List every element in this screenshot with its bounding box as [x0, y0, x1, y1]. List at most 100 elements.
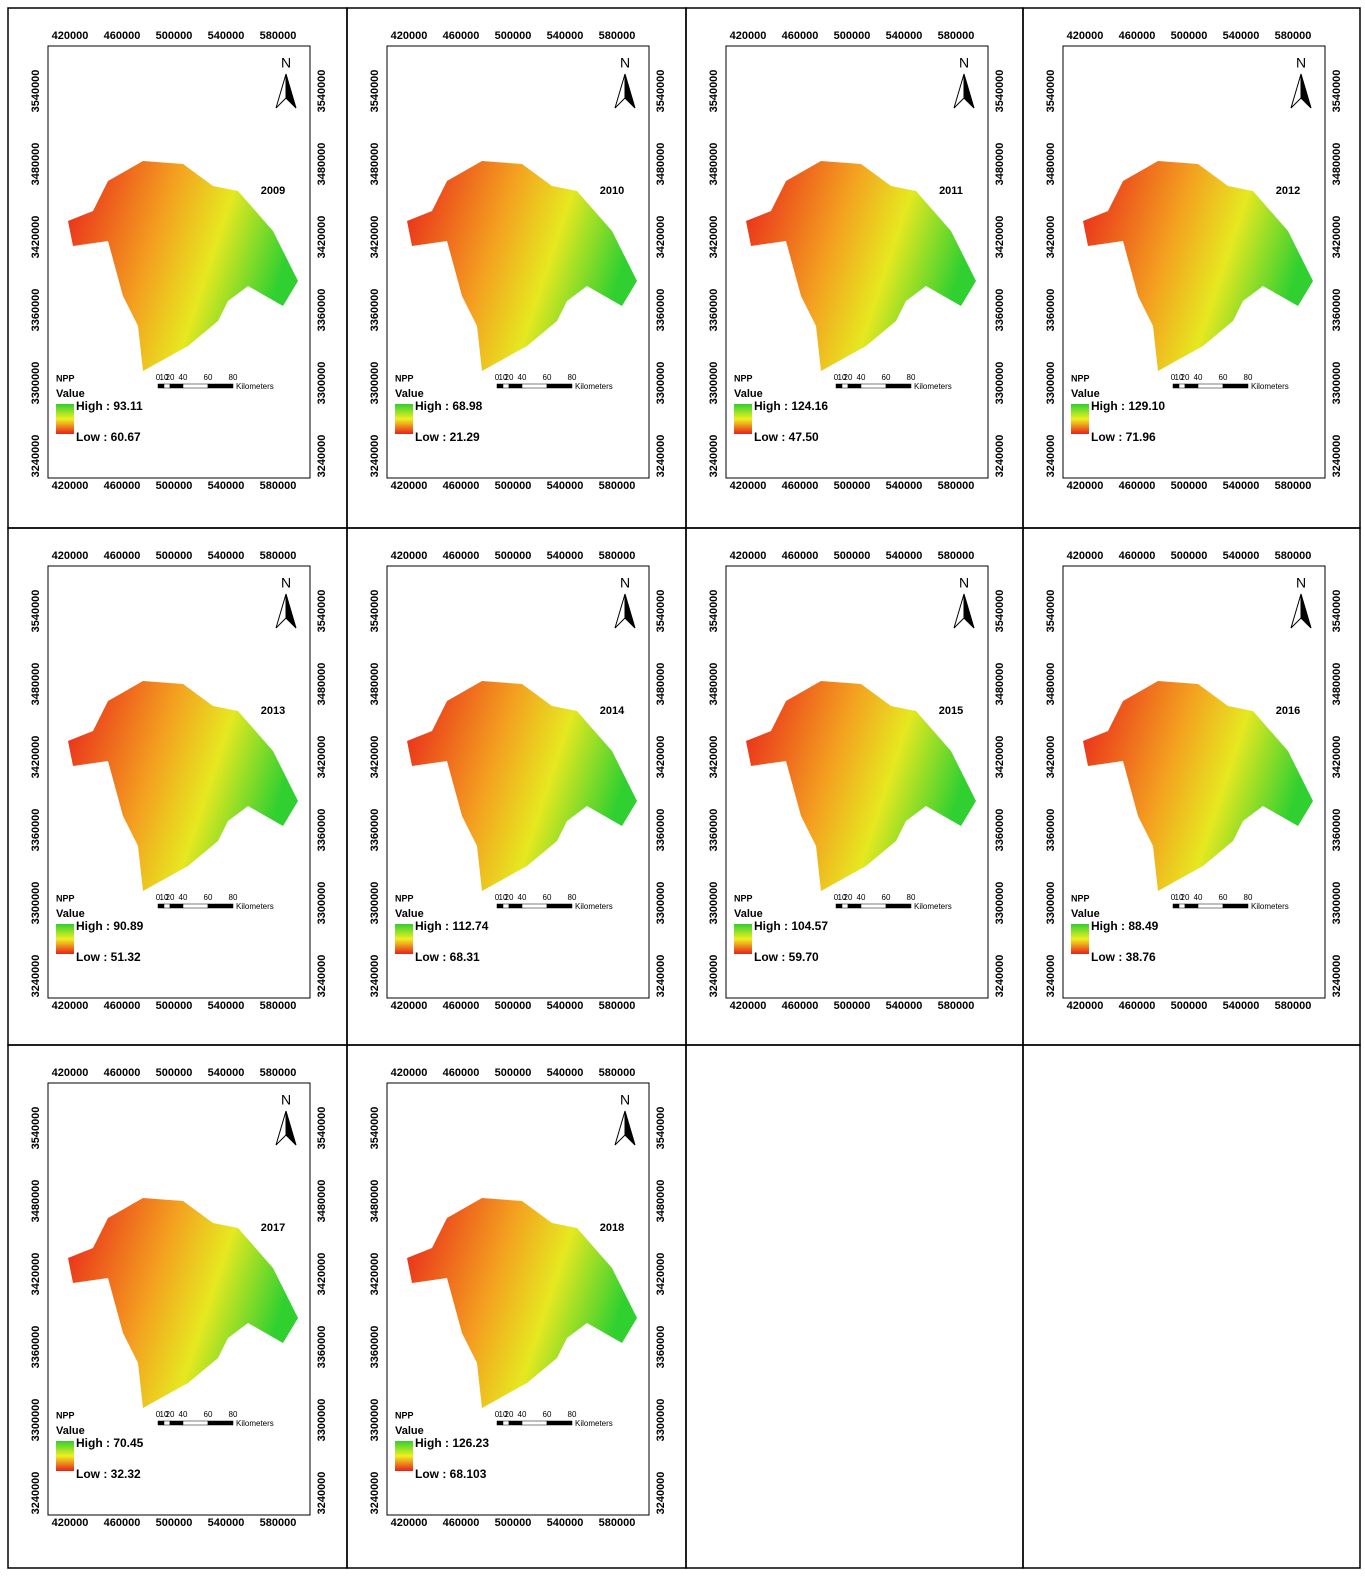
x-coord-label: 420000 — [1067, 1000, 1104, 1012]
y-coord-label: 3420000 — [30, 736, 42, 779]
scale-label: 10 — [499, 1410, 508, 1419]
scale-segment — [1197, 903, 1224, 909]
scale-label: 0 — [495, 373, 500, 382]
y-coord-label: 3300000 — [30, 1399, 42, 1442]
scale-label: 60 — [543, 893, 552, 902]
scale-label: 80 — [229, 893, 238, 902]
scale-segment — [496, 383, 504, 389]
north-arrow — [963, 593, 975, 629]
y-coord-label: 3240000 — [30, 955, 42, 998]
legend-high: High : 68.98 — [415, 399, 483, 413]
scale-segment — [207, 1420, 234, 1426]
legend-subtitle: Value — [395, 908, 424, 920]
scale-label: 60 — [204, 893, 213, 902]
scale-unit: Kilometers — [1251, 382, 1289, 391]
scale-unit: Kilometers — [575, 382, 613, 391]
x-coord-label: 540000 — [208, 550, 245, 562]
x-coord-label: 540000 — [886, 480, 923, 492]
x-coord-label: 540000 — [208, 30, 245, 42]
x-coord-label: 460000 — [443, 1000, 480, 1012]
y-coord-label: 3420000 — [30, 1253, 42, 1296]
north-arrow — [624, 593, 636, 629]
scale-segment — [1178, 383, 1186, 389]
scale-label: 10 — [838, 373, 847, 382]
study-area — [746, 681, 976, 891]
scale-label: 20 — [844, 373, 853, 382]
y-coord-label: 3480000 — [30, 143, 42, 186]
scale-label: 60 — [882, 893, 891, 902]
x-coord-label: 460000 — [782, 1000, 819, 1012]
scale-label: 0 — [495, 1410, 500, 1419]
scale-label: 10 — [838, 893, 847, 902]
y-coord-label: 3480000 — [369, 1180, 381, 1223]
y-coord-label: 3300000 — [30, 362, 42, 405]
scale-segment — [207, 903, 234, 909]
scale-label: 0 — [834, 373, 839, 382]
scale-label: 20 — [844, 893, 853, 902]
x-coord-label: 500000 — [834, 1000, 871, 1012]
x-coord-label: 500000 — [1171, 1000, 1208, 1012]
scale-label: 20 — [166, 893, 175, 902]
legend-subtitle: Value — [734, 388, 763, 400]
y-coord-label: 3300000 — [316, 362, 328, 405]
x-coord-label: 500000 — [495, 1000, 532, 1012]
map-panel: 420000 420000 460000 460000 500000 500000 5400… — [30, 30, 328, 492]
scale-segment — [157, 1420, 165, 1426]
x-coord-label: 580000 — [599, 550, 636, 562]
legend-high: High : 129.10 — [1091, 399, 1165, 413]
y-coord-label: 3300000 — [1045, 882, 1057, 925]
x-coord-label: 540000 — [208, 480, 245, 492]
scale-label: 40 — [179, 373, 188, 382]
y-coord-label: 3540000 — [994, 70, 1006, 113]
x-coord-label: 580000 — [599, 1067, 636, 1079]
north-label: N — [1296, 575, 1306, 591]
x-coord-label: 420000 — [730, 480, 767, 492]
x-coord-label: 580000 — [599, 30, 636, 42]
legend-ramp — [1071, 404, 1089, 434]
x-coord-label: 540000 — [547, 1067, 584, 1079]
map-panel: 420000 420000 460000 460000 500000 500000 5400… — [369, 1067, 667, 1529]
x-coord-label: 540000 — [547, 550, 584, 562]
scale-segment — [1222, 903, 1249, 909]
y-coord-label: 3480000 — [708, 143, 720, 186]
legend-low: Low : 71.96 — [1091, 430, 1156, 444]
y-coord-label: 3480000 — [369, 143, 381, 186]
y-coord-label: 3540000 — [30, 1107, 42, 1150]
y-coord-label: 3300000 — [369, 1399, 381, 1442]
scale-label: 0 — [834, 893, 839, 902]
scale-label: 80 — [229, 373, 238, 382]
y-coord-label: 3240000 — [655, 1472, 667, 1515]
legend-ramp — [395, 1441, 413, 1471]
scale-unit: Kilometers — [575, 1419, 613, 1428]
y-coord-label: 3360000 — [655, 1326, 667, 1369]
scale-label: 0 — [495, 893, 500, 902]
y-coord-label: 3360000 — [30, 809, 42, 852]
scale-segment — [1184, 383, 1199, 389]
y-coord-label: 3540000 — [1045, 590, 1057, 633]
legend-high: High : 93.11 — [76, 399, 143, 413]
scale-label: 40 — [518, 373, 527, 382]
y-coord-label: 3540000 — [655, 590, 667, 633]
x-coord-label: 500000 — [1171, 30, 1208, 42]
scale-segment — [521, 383, 548, 389]
scale-label: 60 — [1219, 893, 1228, 902]
y-coord-label: 3480000 — [369, 663, 381, 706]
y-coord-label: 3360000 — [316, 809, 328, 852]
x-coord-label: 540000 — [547, 30, 584, 42]
x-coord-label: 580000 — [938, 1000, 975, 1012]
scale-segment — [546, 1420, 573, 1426]
scale-label: 0 — [1171, 373, 1176, 382]
scale-label: 10 — [499, 373, 508, 382]
study-area — [1083, 161, 1313, 371]
y-coord-label: 3300000 — [369, 882, 381, 925]
scale-segment — [1172, 383, 1180, 389]
scale-label: 80 — [907, 893, 916, 902]
north-arrow — [1300, 593, 1312, 629]
study-area — [68, 681, 298, 891]
y-coord-label: 3360000 — [1331, 809, 1343, 852]
x-coord-label: 500000 — [156, 1517, 193, 1529]
north-arrow — [963, 73, 975, 109]
scale-label: 60 — [543, 373, 552, 382]
x-coord-label: 540000 — [886, 30, 923, 42]
y-coord-label: 3300000 — [708, 362, 720, 405]
